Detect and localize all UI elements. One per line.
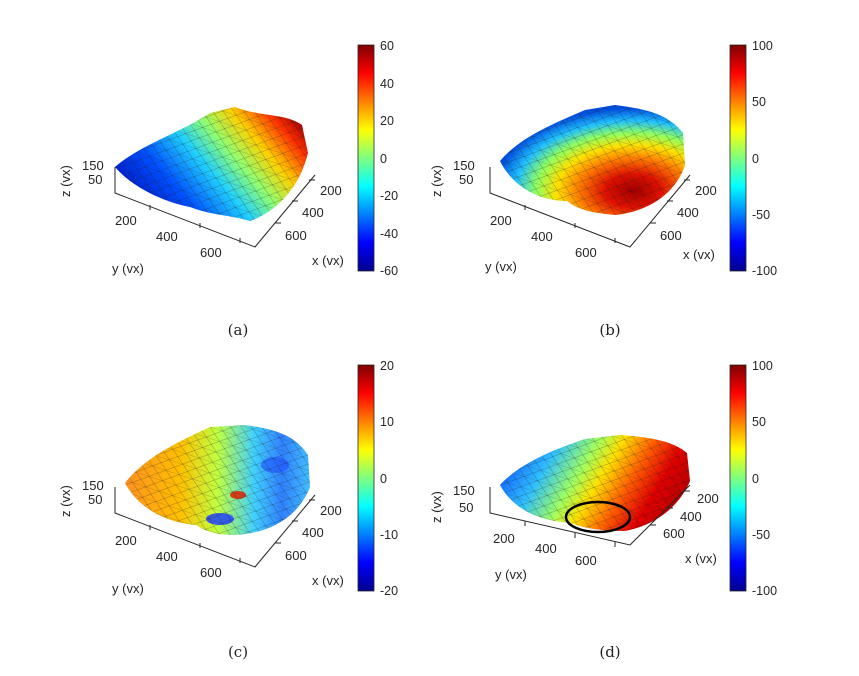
x-tick-b-0: 200 (695, 183, 717, 198)
caption-d: (d) (599, 643, 621, 661)
cb-tick-b-3: -50 (752, 208, 770, 222)
z-tick-d-1: 50 (459, 500, 473, 515)
y-label-b: y (vx) (485, 259, 517, 274)
colorbar-ticks-a: 60 40 20 0 -20 -40 -60 (380, 39, 398, 278)
axes-d (489, 484, 691, 547)
surface-plot-b: 150 50 z (vx) 200 400 600 y (vx) 200 400… (429, 39, 777, 278)
cb-tick-a-5: -40 (380, 227, 398, 241)
y-tick-d-0: 200 (493, 531, 515, 546)
cb-tick-a-3: 0 (380, 152, 387, 166)
y-tick-c-1: 400 (156, 549, 178, 564)
cb-tick-b-4: -100 (752, 264, 777, 278)
z-label-d: z (vx) (429, 491, 444, 523)
x-label-a: x (vx) (312, 253, 344, 268)
x-tick-a-1: 400 (302, 205, 324, 220)
y-tick-c-2: 600 (200, 565, 222, 580)
colorbar-d (729, 364, 747, 592)
x-tick-a-2: 600 (285, 228, 307, 243)
cb-tick-d-1: 50 (752, 415, 766, 429)
cb-tick-b-0: 100 (752, 39, 773, 53)
x-tick-c-1: 400 (302, 525, 324, 540)
y-tick-d-1: 400 (535, 541, 557, 556)
panel-a: 150 50 z (vx) 200 400 600 y (vx) 200 400… (30, 25, 430, 355)
z-tick-b-0: 150 (453, 158, 475, 173)
caption-b: (b) (599, 321, 621, 339)
cb-tick-d-2: 0 (752, 472, 759, 486)
z-tick-c-0: 150 (82, 478, 104, 493)
x-tick-b-2: 600 (660, 228, 682, 243)
cb-tick-d-3: -50 (752, 528, 770, 542)
cb-tick-a-4: -20 (380, 189, 398, 203)
colorbar-c (357, 364, 375, 592)
y-tick-d-2: 600 (575, 553, 597, 568)
y-tick-b-2: 600 (575, 245, 597, 260)
panel-d: 150 50 z (vx) 200 400 600 y (vx) 200 400… (405, 345, 805, 675)
axes-a (114, 167, 316, 248)
y-label-d: y (vx) (495, 567, 527, 582)
cb-tick-d-4: -100 (752, 584, 777, 598)
x-label-d: x (vx) (685, 551, 717, 566)
axes-c (114, 487, 316, 568)
cb-tick-a-0: 60 (380, 39, 394, 53)
cb-tick-d-0: 100 (752, 359, 773, 373)
z-tick-a-0: 150 (82, 158, 104, 173)
colorbar-ticks-b: 100 50 0 -50 -100 (752, 39, 777, 278)
annotation-ellipse (564, 500, 632, 534)
cb-tick-a-1: 40 (380, 77, 394, 91)
surface-plot-c: 150 50 z (vx) 200 400 600 y (vx) 200 400… (58, 359, 398, 598)
axes-b (489, 167, 691, 248)
z-tick-a-1: 50 (88, 172, 102, 187)
y-tick-c-0: 200 (115, 533, 137, 548)
colorbar-a (357, 44, 375, 272)
surface-b (500, 105, 685, 215)
y-tick-a-0: 200 (115, 213, 137, 228)
x-label-b: x (vx) (683, 247, 715, 262)
colorbar-b (729, 44, 747, 272)
surface-c (125, 425, 310, 535)
x-label-c: x (vx) (312, 573, 344, 588)
y-tick-a-2: 600 (200, 245, 222, 260)
x-tick-d-0: 200 (697, 491, 719, 506)
panel-c: 150 50 z (vx) 200 400 600 y (vx) 200 400… (30, 345, 430, 675)
z-tick-c-1: 50 (88, 492, 102, 507)
cb-tick-c-0: 20 (380, 359, 394, 373)
cb-tick-c-4: -20 (380, 584, 398, 598)
surface-d (500, 435, 690, 531)
x-tick-d-1: 400 (680, 509, 702, 524)
x-tick-a-0: 200 (320, 183, 342, 198)
caption-a: (a) (227, 321, 249, 339)
y-tick-b-0: 200 (490, 213, 512, 228)
z-label-a: z (vx) (58, 165, 73, 197)
panel-b: 150 50 z (vx) 200 400 600 y (vx) 200 400… (405, 25, 805, 355)
cb-tick-a-6: -60 (380, 264, 398, 278)
cb-tick-c-2: 0 (380, 472, 387, 486)
cb-tick-a-2: 20 (380, 114, 394, 128)
z-tick-d-0: 150 (453, 483, 475, 498)
y-tick-a-1: 400 (156, 229, 178, 244)
cb-tick-c-3: -10 (380, 528, 398, 542)
cb-tick-b-1: 50 (752, 95, 766, 109)
z-label-c: z (vx) (58, 485, 73, 517)
x-tick-d-2: 600 (663, 526, 685, 541)
x-tick-c-2: 600 (285, 548, 307, 563)
colorbar-ticks-d: 100 50 0 -50 -100 (752, 359, 777, 598)
colorbar-ticks-c: 20 10 0 -10 -20 (380, 359, 398, 598)
z-label-b: z (vx) (429, 165, 444, 197)
x-tick-c-0: 200 (320, 503, 342, 518)
cb-tick-c-1: 10 (380, 415, 394, 429)
surface-a (115, 107, 308, 221)
cb-tick-b-2: 0 (752, 152, 759, 166)
y-tick-b-1: 400 (531, 229, 553, 244)
z-tick-b-1: 50 (459, 172, 473, 187)
surface-plot-a: 150 50 z (vx) 200 400 600 y (vx) 200 400… (58, 39, 398, 278)
caption-c: (c) (227, 643, 249, 661)
y-label-a: y (vx) (112, 261, 144, 276)
y-label-c: y (vx) (112, 581, 144, 596)
x-tick-b-1: 400 (677, 205, 699, 220)
surface-plot-d: 150 50 z (vx) 200 400 600 y (vx) 200 400… (429, 359, 777, 598)
